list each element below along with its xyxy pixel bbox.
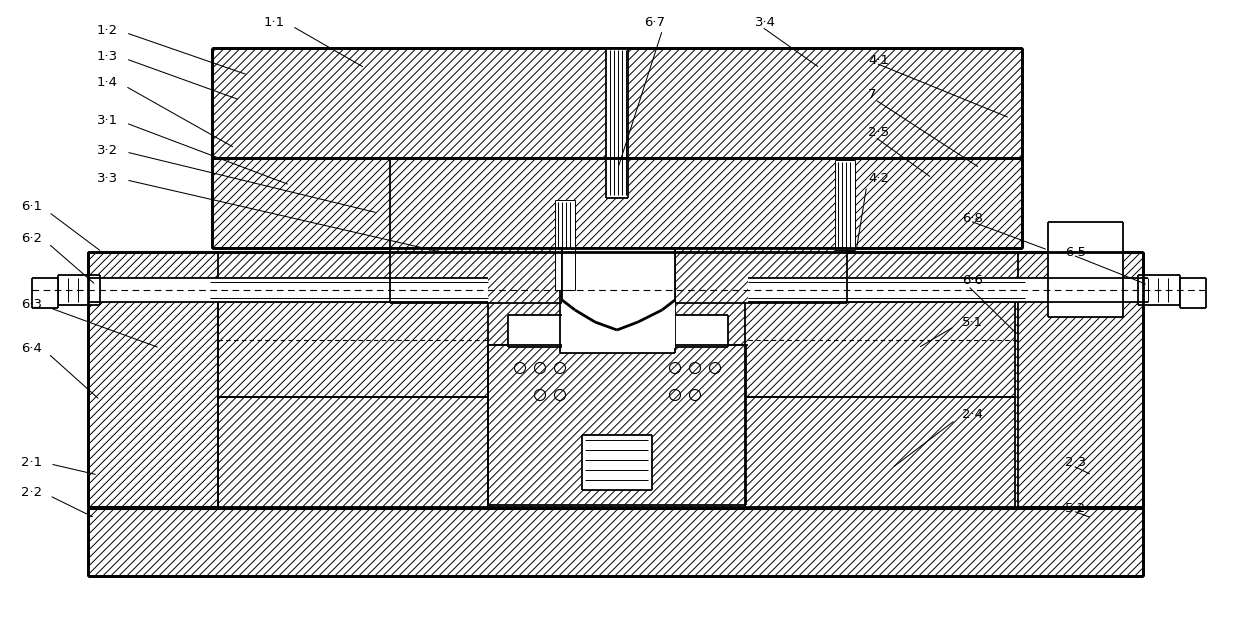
Bar <box>606 48 627 198</box>
Bar <box>562 248 675 348</box>
Bar <box>88 508 1143 576</box>
Text: 6·1: 6·1 <box>21 200 42 213</box>
Bar <box>1180 278 1207 308</box>
Bar <box>32 278 58 308</box>
Bar <box>1138 275 1180 305</box>
Bar <box>560 248 675 353</box>
Bar <box>1018 252 1143 507</box>
Bar <box>218 397 489 507</box>
Bar <box>391 158 844 248</box>
Text: 3·4: 3·4 <box>755 16 776 29</box>
Text: 1·3: 1·3 <box>97 49 118 62</box>
Bar <box>218 302 489 397</box>
Bar <box>508 315 728 347</box>
Bar <box>675 248 847 303</box>
Text: 5·1: 5·1 <box>962 316 983 328</box>
Text: 2·2: 2·2 <box>21 485 42 499</box>
Text: 1·1: 1·1 <box>264 16 285 29</box>
Text: 3·2: 3·2 <box>97 144 118 157</box>
Text: 5·2: 5·2 <box>1065 502 1086 515</box>
Bar <box>1048 222 1123 317</box>
Bar <box>556 200 575 290</box>
Text: 3·1: 3·1 <box>97 114 118 127</box>
Bar <box>391 248 562 303</box>
Bar <box>88 252 1143 507</box>
Bar <box>391 158 844 248</box>
Text: 6·7: 6·7 <box>644 16 665 29</box>
Text: 3·3: 3·3 <box>97 172 118 185</box>
Bar <box>88 252 218 507</box>
Bar <box>745 397 1016 507</box>
Bar <box>212 48 1022 158</box>
Text: 4·1: 4·1 <box>868 54 889 67</box>
Bar <box>748 278 1148 302</box>
Text: 2·1: 2·1 <box>21 456 42 469</box>
Text: 6·4: 6·4 <box>21 341 42 354</box>
Text: 2·3: 2·3 <box>1065 456 1086 469</box>
Bar <box>391 248 562 303</box>
Text: 6·3: 6·3 <box>21 298 42 311</box>
Bar <box>88 278 489 302</box>
Text: 7: 7 <box>868 89 877 102</box>
Text: 1·2: 1·2 <box>97 24 118 36</box>
Bar <box>489 345 746 505</box>
Text: 6·6: 6·6 <box>962 273 983 286</box>
Text: 1·4: 1·4 <box>97 76 118 89</box>
Bar <box>582 435 652 490</box>
Text: 6·8: 6·8 <box>962 212 983 225</box>
Bar <box>58 275 100 305</box>
Text: 6·2: 6·2 <box>21 232 42 245</box>
Text: 6·5: 6·5 <box>1065 245 1086 258</box>
Text: 2·4: 2·4 <box>962 409 983 421</box>
Bar <box>835 160 856 250</box>
Text: 2·5: 2·5 <box>868 125 889 139</box>
Bar <box>675 248 847 303</box>
Bar <box>745 302 1016 397</box>
Bar <box>212 158 1022 248</box>
Text: 4·2: 4·2 <box>868 172 889 185</box>
